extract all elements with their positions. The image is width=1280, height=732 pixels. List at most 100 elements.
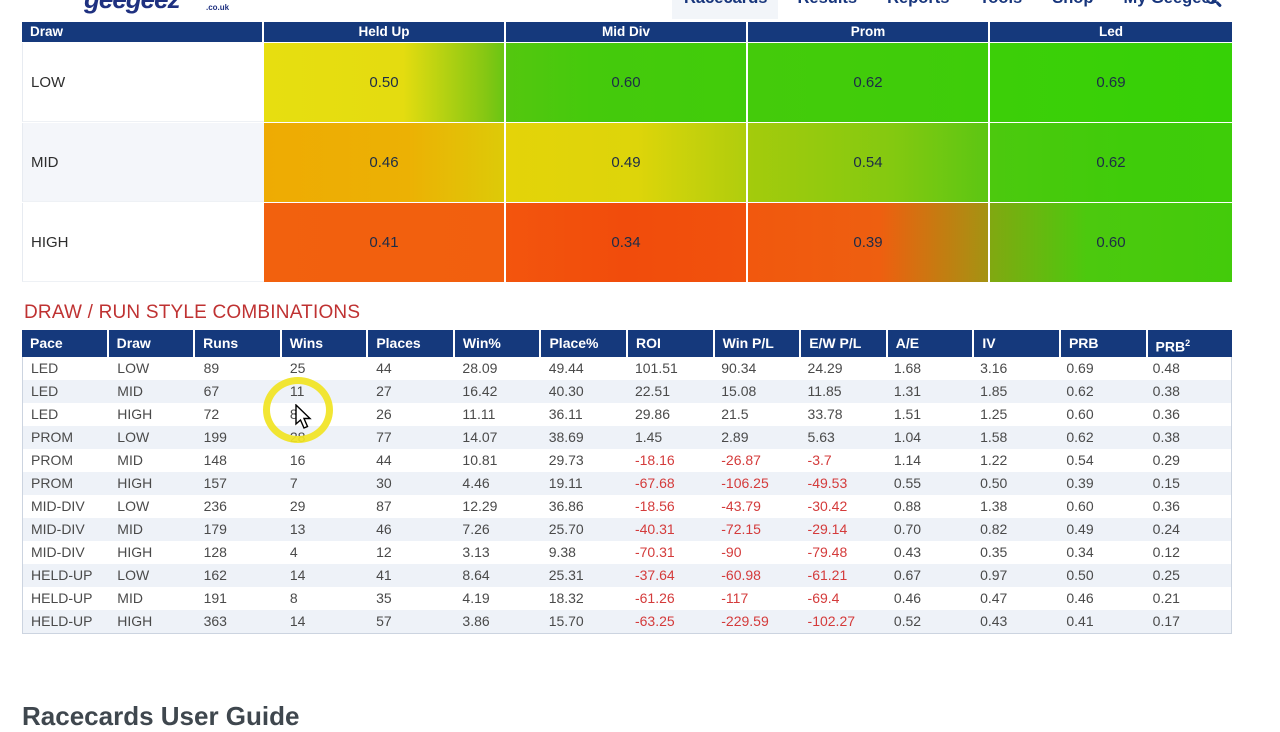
table-cell: 36.86 <box>548 498 584 514</box>
table-cell: 49.44 <box>548 360 584 376</box>
table-cell: LED <box>31 360 59 376</box>
table-cell: 1.51 <box>893 406 922 422</box>
table-cell: 33.78 <box>807 406 843 422</box>
nav-item-racecards[interactable]: Racecards <box>684 0 767 8</box>
table-cell: LOW <box>117 567 150 583</box>
table-cell: LOW <box>117 498 150 514</box>
table-cell: 18.32 <box>548 590 584 606</box>
table-cell: -79.48 <box>807 544 848 560</box>
table-cell: 13 <box>289 521 306 537</box>
table-cell: 77 <box>376 429 392 445</box>
nav-item-my-geegeez[interactable]: My Geegeez <box>1123 0 1218 8</box>
table-col-header-runs: Runs <box>195 330 282 357</box>
table-cell: 0.52 <box>893 613 922 629</box>
table-cell: 11 <box>289 383 305 399</box>
table-cell: 87 <box>376 498 392 514</box>
table-cell: 28 <box>289 429 306 445</box>
table-cell: 0.97 <box>980 567 1008 583</box>
table-cell: 25 <box>289 360 306 376</box>
heatmap-cell: 0.62 <box>990 123 1232 202</box>
table-cell: 4 <box>289 544 298 560</box>
heatmap-row-high: HIGH 0.41 0.34 0.39 0.60 <box>22 202 1232 282</box>
table-col-header-win-p-l: Win P/L <box>715 330 802 357</box>
table-cell: -49.53 <box>807 475 848 491</box>
table-cell: 15.08 <box>721 383 757 399</box>
table-cell: 44 <box>376 360 392 376</box>
nav-item-reports[interactable]: Reports <box>887 0 949 8</box>
table-cell: 21.5 <box>721 406 749 422</box>
table-cell: 1.31 <box>893 383 922 399</box>
table-row: PROM LOW 199 28 77 14.07 38.69 1.45 2.89 5.63 1.04… <box>23 426 1231 449</box>
table-cell: 0.46 <box>893 590 922 606</box>
table-cell: 179 <box>203 521 227 537</box>
table-cell: 26 <box>376 406 392 422</box>
table-cell: 0.82 <box>980 521 1008 537</box>
table-col-header-e-w-p-l: E/W P/L <box>801 330 888 357</box>
table-row: PROM HIGH 157 7 30 4.46 19.11 -67.68 -106.25 -49.… <box>23 472 1231 495</box>
table-cell: 1.22 <box>980 452 1008 468</box>
table-cell: 38.69 <box>548 429 584 445</box>
table-cell: 0.47 <box>980 590 1008 606</box>
table-cell: 4.19 <box>462 590 490 606</box>
table-col-header-win-: Win% <box>455 330 542 357</box>
table-cell: HELD-UP <box>31 613 93 629</box>
heatmap-col-header-draw: Draw <box>22 22 264 42</box>
table-cell: 11.11 <box>462 406 496 422</box>
table-cell: -229.59 <box>721 613 769 629</box>
site-logo-suffix: .co.uk <box>206 3 230 12</box>
table-cell: -40.31 <box>634 521 675 537</box>
table-cell: 0.17 <box>1152 613 1180 629</box>
nav-item-tools[interactable]: Tools <box>979 0 1022 8</box>
table-cell: HELD-UP <box>31 567 93 583</box>
table-cell: -69.4 <box>807 590 840 606</box>
table-cell: 0.60 <box>1066 406 1094 422</box>
heatmap-cell: 0.62 <box>748 43 990 122</box>
table-cell: 0.36 <box>1152 498 1180 514</box>
search-icon[interactable] <box>1206 0 1223 11</box>
main-nav: Racecards Results Reports Tools Shop My Geege… <box>684 0 1219 8</box>
table-cell: 191 <box>203 590 227 606</box>
table-cell: 157 <box>203 475 227 491</box>
site-logo[interactable]: geegeez <box>84 0 181 15</box>
search-handle <box>1215 1 1223 8</box>
table-cell: 0.12 <box>1152 544 1180 560</box>
heatmap-cell: 0.49 <box>506 123 748 202</box>
table-cell: MID <box>117 452 143 468</box>
heatmap-row-mid: MID 0.46 0.49 0.54 0.62 <box>22 122 1232 202</box>
table-col-header-iv: IV <box>974 330 1061 357</box>
table-cell: MID-DIV <box>31 544 85 560</box>
table-cell: HELD-UP <box>31 590 93 606</box>
table-row: PROM MID 148 16 44 10.81 29.73 -18.16 -26.87 -3.7… <box>23 449 1231 472</box>
table-cell: MID <box>117 590 143 606</box>
table-cell: 57 <box>376 613 392 629</box>
table-cell: 0.62 <box>1066 383 1094 399</box>
table-cell: MID-DIV <box>31 521 85 537</box>
heatmap-col-header-prom: Prom <box>748 22 990 42</box>
table-cell: 16.42 <box>462 383 498 399</box>
heatmap-cell: 0.69 <box>990 43 1232 122</box>
table-cell: HIGH <box>117 544 153 560</box>
table-cell: 25.31 <box>548 567 584 583</box>
table-cell: 0.50 <box>980 475 1008 491</box>
table-cell: 40.30 <box>548 383 584 399</box>
table-cell: 25.70 <box>548 521 584 537</box>
table-col-header-places: Places <box>368 330 455 357</box>
table-cell: 11.85 <box>807 383 842 399</box>
table-col-header-roi: ROI <box>628 330 715 357</box>
table-cell: 72 <box>203 406 220 422</box>
combinations-body: LED LOW 89 25 44 28.09 49.44 101.51 90.34 24.29 1.… <box>23 357 1231 633</box>
heatmap-cell: 0.54 <box>748 123 990 202</box>
table-cell: PROM <box>31 452 73 468</box>
table-cell: -37.64 <box>634 567 675 583</box>
table-cell: 3.16 <box>980 360 1008 376</box>
table-cell: -63.25 <box>634 613 675 629</box>
table-cell: 0.69 <box>1066 360 1094 376</box>
table-cell: 1.25 <box>980 406 1008 422</box>
table-cell: 29.73 <box>548 452 584 468</box>
table-cell: 29 <box>289 498 306 514</box>
nav-item-results[interactable]: Results <box>797 0 857 8</box>
table-cell: -70.31 <box>634 544 675 560</box>
table-cell: 0.48 <box>1152 360 1180 376</box>
table-cell: 0.39 <box>1066 475 1094 491</box>
nav-item-shop[interactable]: Shop <box>1052 0 1093 8</box>
